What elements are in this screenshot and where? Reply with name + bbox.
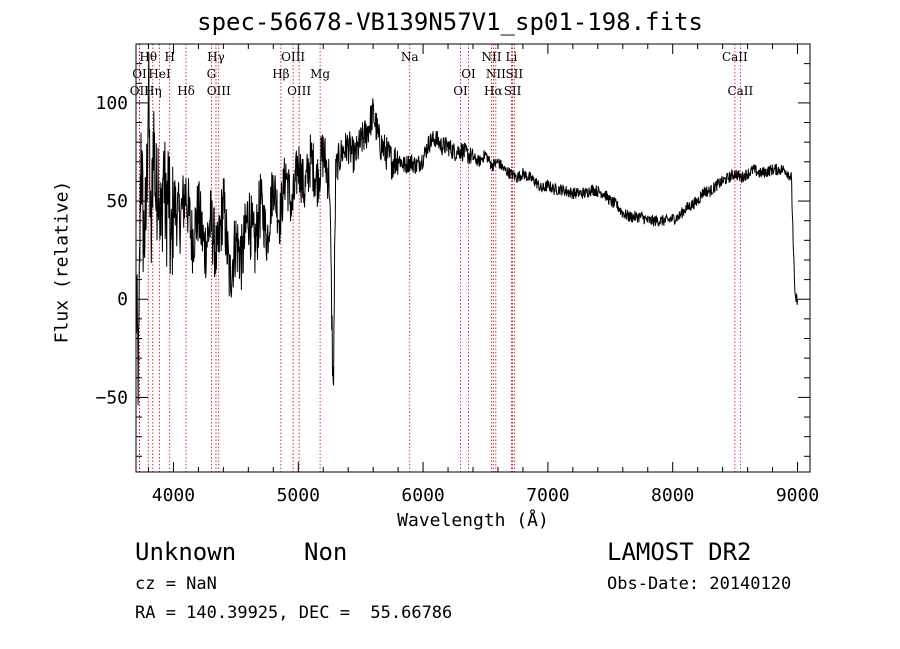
x-axis-label: Wavelength (Å): [397, 510, 549, 531]
survey-name: LAMOST DR2: [607, 538, 752, 566]
line-marker-label: OI: [453, 84, 468, 98]
axis-ticks: 4000 5000 6000 7000 8000 9000 −50 0 50 100: [95, 44, 819, 506]
line-marker-label: OI: [461, 67, 476, 81]
line-marker-label: Li: [506, 50, 518, 64]
line-marker-label: NII: [486, 67, 506, 81]
object-subclass: Non: [304, 538, 348, 566]
line-marker-label: Na: [401, 50, 419, 64]
y-tick-label: 50: [106, 191, 128, 212]
line-marker-label: CaII: [727, 84, 753, 98]
y-tick-label: −50: [95, 387, 128, 408]
x-tick-label: 8000: [651, 485, 694, 506]
line-marker-label: SII: [505, 67, 523, 81]
x-tick-label: 5000: [277, 485, 320, 506]
y-tick-label: 0: [117, 289, 128, 310]
x-tick-label: 9000: [776, 485, 819, 506]
x-tick-label: 4000: [152, 485, 195, 506]
chart-title: spec-56678-VB139N57V1_sp01-198.fits: [197, 8, 703, 36]
line-marker-label: CaII: [722, 50, 748, 64]
x-tick-label: 7000: [526, 485, 569, 506]
line-marker-label: HeI: [148, 67, 171, 81]
line-marker-label: Mg: [310, 67, 330, 81]
line-marker-label: OIII: [207, 84, 231, 98]
line-marker-label: OII: [130, 84, 150, 98]
spectrum-line: [135, 52, 798, 406]
line-marker-label: Hθ: [139, 50, 157, 64]
y-axis-label: Flux (relative): [51, 180, 73, 344]
line-marker-label: Hδ: [177, 84, 195, 98]
line-marker-label: G: [207, 67, 217, 81]
ra-dec-coordinates: RA = 140.39925, DEC = 55.66786: [135, 603, 453, 623]
x-tick-label: 6000: [401, 485, 444, 506]
object-class: Unknown: [135, 538, 237, 566]
line-marker-label: OIII: [281, 50, 305, 64]
line-marker-label: Hα: [484, 84, 503, 98]
line-marker-label: H: [164, 50, 174, 64]
line-marker-label: Hη: [144, 84, 162, 98]
observation-date: Obs-Date: 20140120: [607, 574, 792, 594]
line-marker-label: Hγ: [207, 50, 225, 64]
line-marker-label: Hβ: [272, 67, 289, 81]
line-marker-label: NII: [481, 50, 501, 64]
line-marker-label: OIII: [287, 84, 311, 98]
redshift-cz: cz = NaN: [135, 574, 217, 594]
line-marker-label: SII: [504, 84, 522, 98]
y-tick-label: 100: [95, 93, 128, 114]
